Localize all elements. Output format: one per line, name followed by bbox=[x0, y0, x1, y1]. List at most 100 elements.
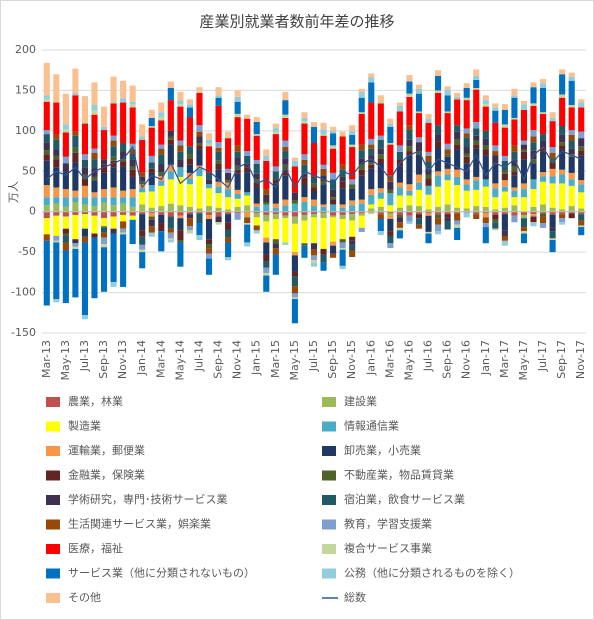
bar-segment bbox=[358, 164, 365, 170]
bar-segment bbox=[100, 226, 108, 228]
bar-segment bbox=[501, 124, 508, 128]
bar-segment bbox=[473, 128, 480, 136]
bar-segment bbox=[177, 167, 184, 177]
bar-segment bbox=[53, 197, 60, 204]
bar-segment bbox=[244, 163, 251, 168]
bar-segment bbox=[272, 218, 279, 240]
bar-segment bbox=[158, 154, 165, 165]
bar-segment bbox=[501, 186, 508, 192]
bar-segment bbox=[501, 173, 508, 181]
bar-segment bbox=[320, 135, 327, 165]
bar-segment bbox=[358, 211, 365, 214]
bar-segment bbox=[559, 94, 566, 98]
bar-segment bbox=[396, 217, 403, 223]
bar-segment bbox=[272, 254, 279, 275]
bar-segment bbox=[53, 139, 60, 150]
bar-segment bbox=[435, 70, 442, 76]
bar-segment bbox=[406, 151, 413, 156]
bar-segment bbox=[120, 211, 127, 215]
bar-segment bbox=[100, 232, 108, 238]
bar-segment bbox=[377, 158, 384, 165]
bar-segment bbox=[501, 170, 508, 174]
bar-segment bbox=[43, 197, 50, 206]
bar-segment bbox=[301, 214, 308, 221]
bar-segment bbox=[301, 173, 308, 178]
bar-segment bbox=[568, 206, 575, 212]
bar-segment bbox=[158, 231, 165, 252]
bar-segment bbox=[53, 242, 60, 300]
bar-segment bbox=[53, 187, 60, 198]
x-tick-label: May-13 bbox=[59, 340, 72, 381]
bar-segment bbox=[100, 126, 108, 131]
bar-segment bbox=[415, 84, 423, 89]
bar-segment bbox=[406, 125, 413, 131]
bar-segment bbox=[425, 231, 432, 234]
bar-segment bbox=[129, 166, 136, 170]
bar-segment bbox=[396, 111, 403, 146]
bar-segment bbox=[291, 297, 298, 300]
bar-segment bbox=[511, 175, 518, 188]
bar-segment bbox=[110, 156, 117, 161]
bar-segment bbox=[110, 103, 117, 136]
bar-segment bbox=[110, 205, 117, 212]
bar-segment bbox=[177, 242, 184, 267]
bar-segment bbox=[425, 122, 432, 152]
bar-segment bbox=[177, 176, 184, 206]
bar-segment bbox=[339, 248, 346, 250]
bar-segment bbox=[444, 214, 451, 218]
bar-segment bbox=[444, 143, 451, 150]
bar-segment bbox=[349, 250, 356, 257]
bar-segment bbox=[358, 88, 365, 93]
bar-segment bbox=[310, 255, 318, 261]
bar-segment bbox=[291, 160, 298, 167]
bar-segment bbox=[244, 151, 251, 156]
bar-segment bbox=[225, 229, 232, 238]
bar-segment bbox=[100, 164, 108, 173]
bar-segment bbox=[148, 117, 155, 127]
bar-segment bbox=[568, 130, 575, 135]
bar-segment bbox=[310, 176, 318, 184]
bar-segment bbox=[559, 149, 566, 170]
bar-segment bbox=[167, 179, 174, 204]
bar-segment bbox=[473, 206, 480, 212]
bar-segment bbox=[368, 204, 375, 209]
bar-segment bbox=[139, 139, 146, 173]
x-tick-label: Jul-14 bbox=[192, 340, 205, 372]
bar-segment bbox=[377, 148, 384, 155]
bar-segment bbox=[282, 169, 289, 176]
bar-segment bbox=[578, 220, 585, 226]
bar-segment bbox=[549, 168, 556, 177]
bar-segment bbox=[358, 199, 365, 204]
bar-segment bbox=[177, 140, 184, 146]
bar-segment bbox=[263, 189, 270, 195]
bar-segment bbox=[234, 169, 241, 174]
bar-segment bbox=[501, 109, 508, 125]
bar-segment bbox=[406, 130, 413, 140]
bar-segment bbox=[291, 157, 298, 161]
bar-segment bbox=[186, 107, 193, 118]
bar-segment bbox=[454, 185, 461, 208]
bar-segment bbox=[205, 244, 213, 249]
bar-segment bbox=[186, 178, 193, 185]
bar-segment bbox=[43, 150, 50, 155]
bar-segment bbox=[578, 99, 585, 103]
bar-segment bbox=[330, 172, 337, 180]
bar-segment bbox=[244, 118, 251, 152]
total-line bbox=[46, 145, 582, 189]
bar-segment bbox=[320, 211, 327, 214]
bar-segment bbox=[387, 218, 394, 232]
bar-segment bbox=[53, 102, 60, 135]
bar-segment bbox=[139, 204, 146, 212]
bar-segment bbox=[158, 180, 165, 186]
bar-segment bbox=[482, 213, 489, 218]
bar-segment bbox=[225, 242, 232, 257]
bar-segment bbox=[196, 142, 203, 146]
x-tick-label: Mar-16 bbox=[383, 340, 396, 378]
bar-segment bbox=[72, 92, 79, 96]
x-tick-label: Jul-17 bbox=[536, 340, 549, 372]
bar-segment bbox=[511, 197, 518, 206]
bar-segment bbox=[91, 233, 98, 238]
bar-segment bbox=[62, 156, 69, 164]
bar-segment bbox=[492, 188, 499, 198]
bar-segment bbox=[358, 144, 365, 151]
